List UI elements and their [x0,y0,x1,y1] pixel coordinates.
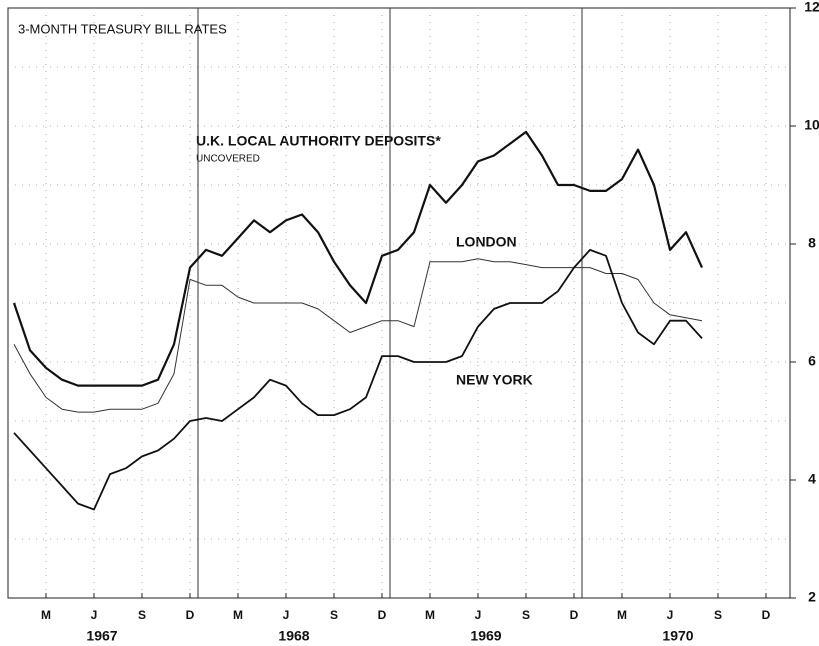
series-label: U.K. LOCAL AUTHORITY DEPOSITS* [196,133,441,149]
plot-frame [7,7,791,599]
series-line [12,130,704,387]
y-tick-label: 10 [804,117,819,133]
x-tick-label: D [186,608,195,622]
x-tick-label: J [475,608,482,622]
year-label: 1968 [278,628,309,644]
y-tick-label: 8 [808,235,816,251]
y-tick-label: 12 [804,0,819,15]
chart-title: 3-MONTH TREASURY BILL RATES [18,21,227,36]
y-tick-label: 2 [808,589,816,605]
x-tick-label: M [41,608,51,622]
series-line [13,249,703,511]
year-label: 1969 [470,628,501,644]
x-tick-label: J [283,608,290,622]
x-tick-label: J [91,608,98,622]
series-label: NEW YORK [456,372,533,388]
annotation: UNCOVERED [196,154,260,165]
x-tick-label: M [233,608,243,622]
x-tick-label: M [425,608,435,622]
x-tick-label: S [138,608,146,622]
y-tick-label: 4 [808,471,816,487]
x-tick-label: D [378,608,387,622]
x-tick-label: D [570,608,579,622]
year-label: 1967 [86,628,117,644]
y-tick-label: 6 [808,353,816,369]
series-label: LONDON [456,234,517,250]
year-label: 1970 [662,628,693,644]
x-tick-label: S [522,608,530,622]
x-tick-label: J [667,608,674,622]
x-tick-label: M [617,608,627,622]
x-tick-label: D [762,608,771,622]
x-tick-label: S [330,608,338,622]
series-line [13,258,703,413]
x-tick-label: S [714,608,722,622]
